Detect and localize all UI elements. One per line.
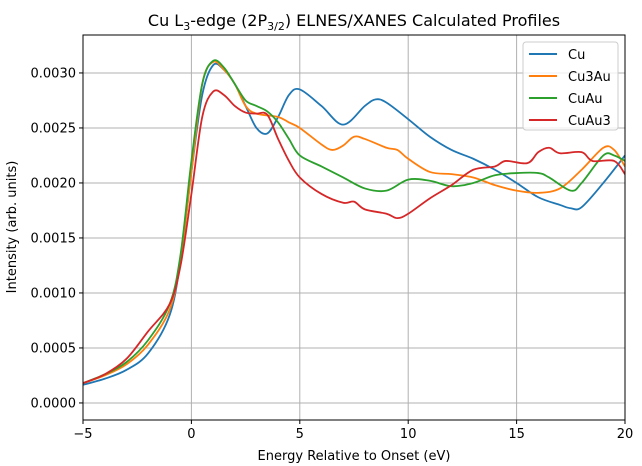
x-tick-label: 10 xyxy=(400,427,417,442)
x-tick-label: 15 xyxy=(508,427,525,442)
title-subscript: 3 xyxy=(183,20,190,33)
x-tick-label: 0 xyxy=(187,427,195,442)
title-part: Cu L xyxy=(148,11,183,30)
title-part: ) ELNES/XANES Calculated Profiles xyxy=(285,11,560,30)
legend-label: Cu3Au xyxy=(568,70,611,85)
legend-label: CuAu3 xyxy=(568,114,611,129)
x-tick-label: 5 xyxy=(296,427,304,442)
legend-label: Cu xyxy=(568,48,585,63)
legend: Cu Cu3Au CuAu CuAu3 xyxy=(522,41,619,131)
title-part: -edge (2P xyxy=(190,11,267,30)
y-tick-label: 0.0000 xyxy=(31,396,77,411)
y-tick-label: 0.0020 xyxy=(31,176,77,191)
x-tick-label: −5 xyxy=(73,427,92,442)
chart-title: Cu L3-edge (2P3/2) ELNES/XANES Calculate… xyxy=(148,11,560,33)
y-tick-label: 0.0015 xyxy=(31,231,77,246)
series-line-cuau3 xyxy=(83,89,625,384)
series-line-cu3au xyxy=(83,60,625,384)
y-tick-label: 0.0010 xyxy=(31,286,77,301)
plot-frame xyxy=(82,34,626,421)
legend-box xyxy=(522,41,619,131)
y-axis-label: Intensity (arb. units) xyxy=(5,161,20,294)
x-axis-label: Energy Relative to Onset (eV) xyxy=(258,449,451,464)
series-line-cuau xyxy=(83,59,625,384)
y-tick-label: 0.0025 xyxy=(31,121,77,136)
y-tick-label: 0.0005 xyxy=(31,341,77,356)
y-tick-label: 0.0030 xyxy=(31,66,77,81)
legend-label: CuAu xyxy=(568,92,602,107)
series-lines xyxy=(83,59,625,386)
title-subscript: 3/2 xyxy=(267,20,285,33)
axis-ticks: −5 0 5 10 15 20 0.0000 0.0005 0.0010 0.0015 0.0020… xyxy=(31,66,634,442)
x-tick-label: 20 xyxy=(617,427,634,442)
